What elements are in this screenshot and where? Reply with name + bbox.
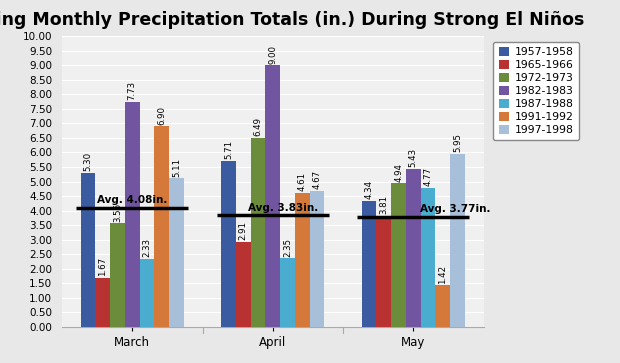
Bar [391,183,406,327]
Text: 1.67: 1.67 [98,257,107,277]
Bar [125,102,140,327]
Text: 5.43: 5.43 [409,148,418,167]
Bar [435,285,450,327]
Bar [376,216,391,327]
Bar [140,259,154,327]
Bar [406,169,421,327]
Text: 6.49: 6.49 [254,118,262,136]
Bar [421,188,435,327]
Bar [236,242,250,327]
Text: 7.73: 7.73 [128,81,137,101]
Title: Spring Monthly Precipitation Totals (in.) During Strong El Niños: Spring Monthly Precipitation Totals (in.… [0,11,584,29]
Bar [81,173,95,327]
Text: 5.95: 5.95 [453,133,462,152]
Bar [309,191,324,327]
Bar [250,138,265,327]
Legend: 1957-1958, 1965-1966, 1972-1973, 1982-1983, 1987-1988, 1991-1992, 1997-1998: 1957-1958, 1965-1966, 1972-1973, 1982-19… [494,42,579,140]
Text: 5.11: 5.11 [172,158,181,176]
Text: 4.34: 4.34 [365,180,374,199]
Text: 9.00: 9.00 [268,45,277,64]
Text: 3.56: 3.56 [113,203,122,221]
Text: 4.67: 4.67 [312,170,322,189]
Bar [154,126,169,327]
Text: 2.35: 2.35 [283,238,292,257]
Bar [169,178,184,327]
Bar [265,65,280,327]
Bar [361,201,376,327]
Bar [295,193,309,327]
Text: 1.42: 1.42 [438,265,448,284]
Bar [221,161,236,327]
Text: Avg. 3.77in.: Avg. 3.77in. [420,204,491,214]
Bar [280,258,295,327]
Text: 3.81: 3.81 [379,195,388,214]
Bar [95,278,110,327]
Text: Avg. 3.83in.: Avg. 3.83in. [247,203,318,213]
Text: 5.30: 5.30 [84,152,92,171]
Bar [450,154,465,327]
Text: 4.61: 4.61 [298,172,307,191]
Text: 2.33: 2.33 [143,238,151,257]
Text: 2.91: 2.91 [239,221,248,240]
Bar [110,223,125,327]
Text: 4.77: 4.77 [423,167,433,187]
Text: 4.94: 4.94 [394,163,403,182]
Text: Avg. 4.08in.: Avg. 4.08in. [97,195,167,205]
Text: 5.71: 5.71 [224,140,233,159]
Text: 6.90: 6.90 [157,106,166,125]
